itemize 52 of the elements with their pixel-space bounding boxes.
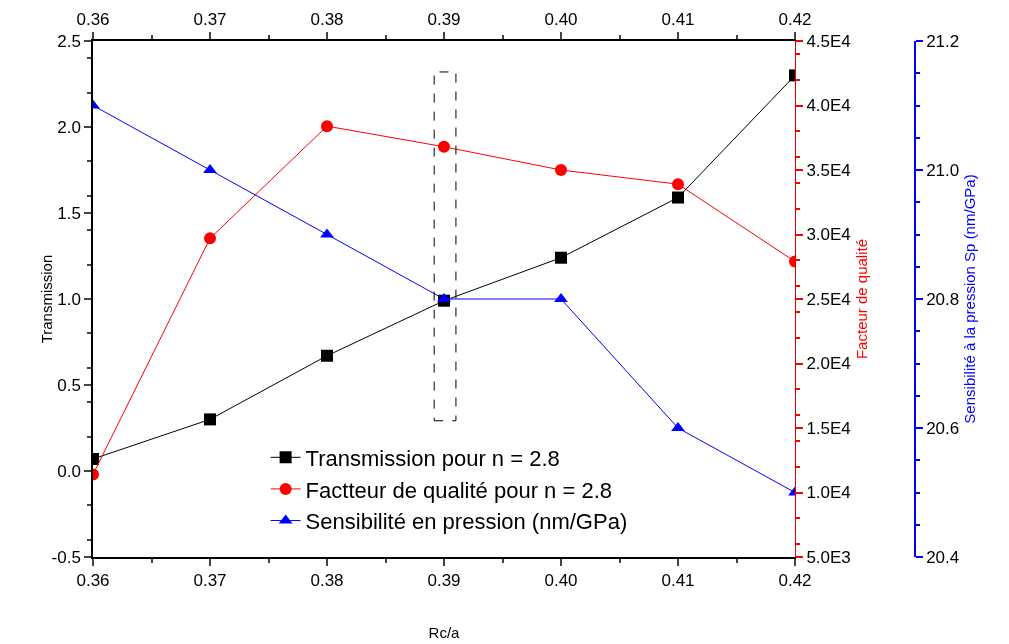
x-tick-label: 0.41 (661, 10, 695, 30)
y-tick-label: 2.5 (57, 31, 81, 51)
y2-tick-label: 2.5E4 (806, 289, 851, 309)
x2-tick-label: 0.42 (778, 571, 812, 591)
point (204, 232, 216, 245)
y2-tick-label: 5.0E3 (806, 547, 851, 567)
y-axis-title: Transmission (38, 254, 56, 344)
x2-tick-label: 0.40 (544, 571, 578, 591)
point (321, 349, 333, 362)
x-tick-label: 0.38 (310, 10, 344, 30)
legend-label: Sensibilité en pression (nm/GPa) (305, 509, 628, 535)
y-tick-label: 2.0 (57, 117, 81, 137)
point (555, 251, 567, 264)
y3-tick-label: 20.4 (926, 547, 960, 567)
x2-tick-label: 0.38 (310, 571, 344, 591)
y3-tick-label: 21.2 (926, 31, 960, 51)
y2-tick-label: 4.5E4 (806, 31, 851, 51)
legend-label: Factteur de qualité pour n = 2.8 (305, 477, 612, 503)
y2-tick-label: 3.5E4 (806, 160, 851, 180)
y3-tick-label: 20.8 (926, 289, 960, 309)
y2-tick-label: 3.0E4 (806, 225, 851, 245)
point (438, 140, 450, 153)
point (204, 413, 216, 426)
y-tick-label: -0.5 (51, 547, 81, 567)
x-tick-label: 0.39 (427, 10, 461, 30)
y2-tick-label: 1.5E4 (806, 418, 851, 438)
x-tick-label: 0.36 (76, 10, 110, 30)
x-tick-label: 0.37 (193, 10, 227, 30)
x-tick-label: 0.40 (544, 10, 578, 30)
y3-tick-label: 20.6 (926, 418, 960, 438)
x-tick-label: 0.42 (778, 10, 812, 30)
y-tick-label: 1.5 (57, 203, 81, 223)
x2-tick-label: 0.39 (427, 571, 461, 591)
point (555, 164, 567, 176)
legend-label: Transmission pour n = 2.8 (305, 445, 560, 471)
y2-axis-title: Facteur de qualité (852, 238, 870, 360)
point (672, 178, 684, 191)
x-axis-title: Rc/a (428, 623, 461, 641)
x2-tick-label: 0.36 (76, 571, 110, 591)
y-tick-label: 0.0 (57, 461, 81, 481)
point (320, 228, 334, 238)
y3-tick-label: 21.0 (926, 160, 960, 180)
y-tick-label: 0.5 (57, 375, 81, 395)
point (321, 120, 333, 133)
x2-tick-label: 0.37 (193, 571, 227, 591)
y3-axis-title: Sensibilité à la pression Sp (nm/GPa) (961, 174, 979, 424)
y-tick-label: 1.0 (57, 289, 81, 309)
y2-tick-label: 4.0E4 (806, 96, 851, 116)
x2-tick-label: 0.41 (661, 571, 695, 591)
y2-tick-label: 1.0E4 (806, 483, 851, 503)
y2-tick-label: 2.0E4 (806, 354, 851, 374)
point (672, 191, 684, 204)
